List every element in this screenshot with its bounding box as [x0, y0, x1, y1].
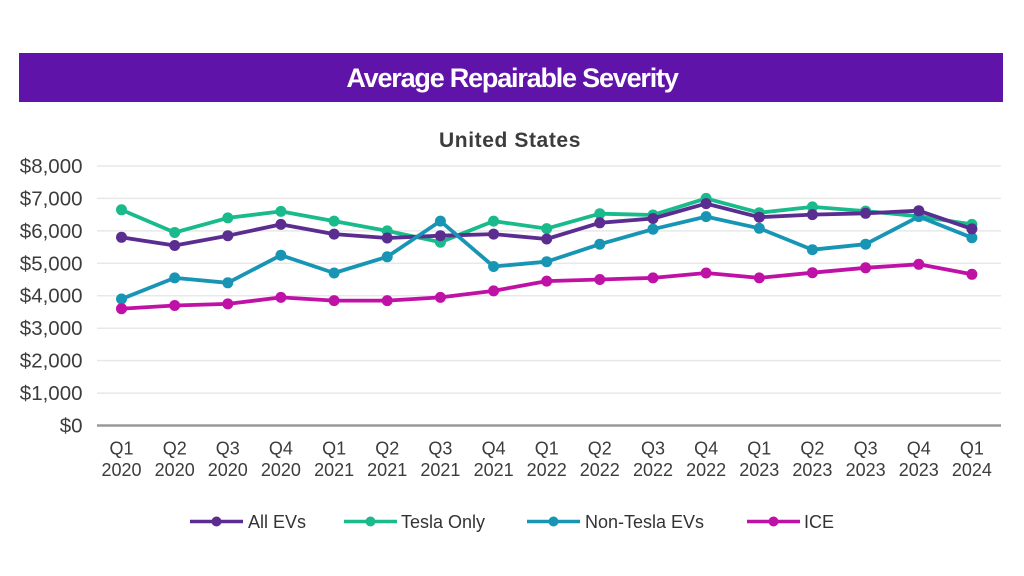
svg-text:2023: 2023 — [739, 460, 779, 480]
svg-text:Q4: Q4 — [694, 439, 718, 459]
svg-text:$8,000: $8,000 — [20, 155, 83, 178]
svg-text:$4,000: $4,000 — [20, 285, 83, 308]
svg-text:2022: 2022 — [527, 460, 567, 480]
svg-text:2023: 2023 — [792, 460, 832, 480]
svg-text:2020: 2020 — [208, 460, 248, 480]
svg-text:Q3: Q3 — [641, 439, 665, 459]
svg-text:$5,000: $5,000 — [20, 252, 83, 275]
svg-text:$0: $0 — [60, 415, 83, 438]
svg-text:$1,000: $1,000 — [20, 382, 83, 405]
svg-text:ICE: ICE — [804, 512, 834, 532]
svg-text:Tesla Only: Tesla Only — [401, 512, 485, 532]
svg-text:2020: 2020 — [101, 460, 141, 480]
svg-text:All EVs: All EVs — [248, 512, 306, 532]
svg-text:Q3: Q3 — [428, 439, 452, 459]
svg-text:Non-Tesla EVs: Non-Tesla EVs — [585, 512, 704, 532]
svg-text:Q1: Q1 — [535, 439, 559, 459]
svg-text:Q1: Q1 — [109, 439, 133, 459]
svg-text:Average Repairable Severity: Average Repairable Severity — [346, 63, 678, 93]
svg-text:2021: 2021 — [367, 460, 407, 480]
svg-text:2021: 2021 — [314, 460, 354, 480]
svg-text:Q3: Q3 — [216, 439, 240, 459]
svg-text:Q2: Q2 — [163, 439, 187, 459]
svg-text:Q1: Q1 — [960, 439, 984, 459]
svg-text:Q2: Q2 — [588, 439, 612, 459]
svg-text:2022: 2022 — [580, 460, 620, 480]
svg-text:$2,000: $2,000 — [20, 350, 83, 373]
svg-text:2021: 2021 — [474, 460, 514, 480]
svg-text:2022: 2022 — [686, 460, 726, 480]
svg-text:Q2: Q2 — [800, 439, 824, 459]
svg-text:Q2: Q2 — [375, 439, 399, 459]
svg-text:United States: United States — [439, 129, 581, 152]
svg-text:$6,000: $6,000 — [20, 220, 83, 243]
svg-text:Q4: Q4 — [482, 439, 506, 459]
svg-text:Q1: Q1 — [747, 439, 771, 459]
svg-text:Q4: Q4 — [269, 439, 293, 459]
svg-text:$3,000: $3,000 — [20, 317, 83, 340]
svg-text:2020: 2020 — [155, 460, 195, 480]
svg-text:2023: 2023 — [846, 460, 886, 480]
svg-text:Q4: Q4 — [907, 439, 931, 459]
svg-text:2021: 2021 — [420, 460, 460, 480]
svg-text:2020: 2020 — [261, 460, 301, 480]
svg-text:Q1: Q1 — [322, 439, 346, 459]
svg-text:2024: 2024 — [952, 460, 992, 480]
svg-text:$7,000: $7,000 — [20, 187, 83, 210]
svg-text:2023: 2023 — [899, 460, 939, 480]
svg-text:Q3: Q3 — [854, 439, 878, 459]
svg-text:2022: 2022 — [633, 460, 673, 480]
